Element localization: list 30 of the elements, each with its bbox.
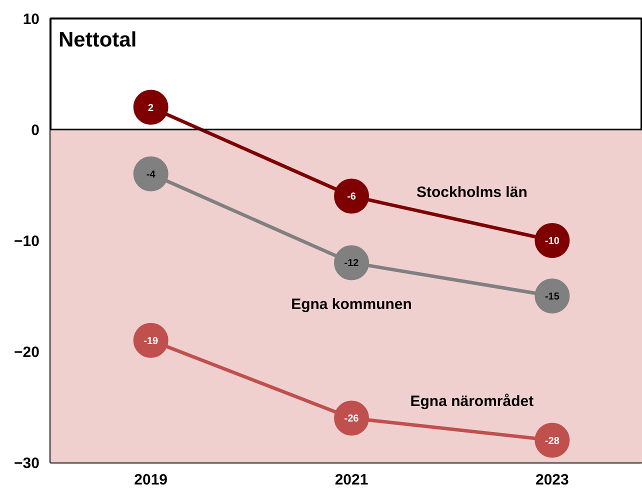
data-label: -15 [544,292,560,302]
point [334,245,370,280]
text: Nettotal [58,28,137,52]
data-label: 2 [148,102,154,114]
data-label: -4 [146,169,156,180]
data-label: -6 [347,192,356,203]
y-tick-label: 10 [22,11,40,28]
point [534,223,570,258]
y-tick-label: −10 [14,233,40,250]
point [534,422,570,458]
series-label: Egna kommunen [291,296,412,314]
point [133,322,168,358]
x-tick-label: 2019 [134,472,168,488]
y-tick-label: 0 [31,122,40,139]
point [334,178,370,214]
series-label: Stockholms län [416,184,528,202]
data-label: -12 [344,258,360,270]
data-label: -28 [544,436,560,447]
point [133,156,168,192]
point [133,90,168,125]
point [334,400,370,436]
point [534,278,570,314]
series-label: Egna närområdet [410,392,534,410]
x-tick-label: 2021 [334,472,368,488]
y-tick-label: −20 [14,344,40,361]
data-label: -19 [144,336,159,347]
data-label: -26 [344,414,360,425]
y-tick-label: −30 [14,455,40,472]
x-tick-label: 2023 [536,472,569,488]
data-label: -10 [544,236,560,247]
